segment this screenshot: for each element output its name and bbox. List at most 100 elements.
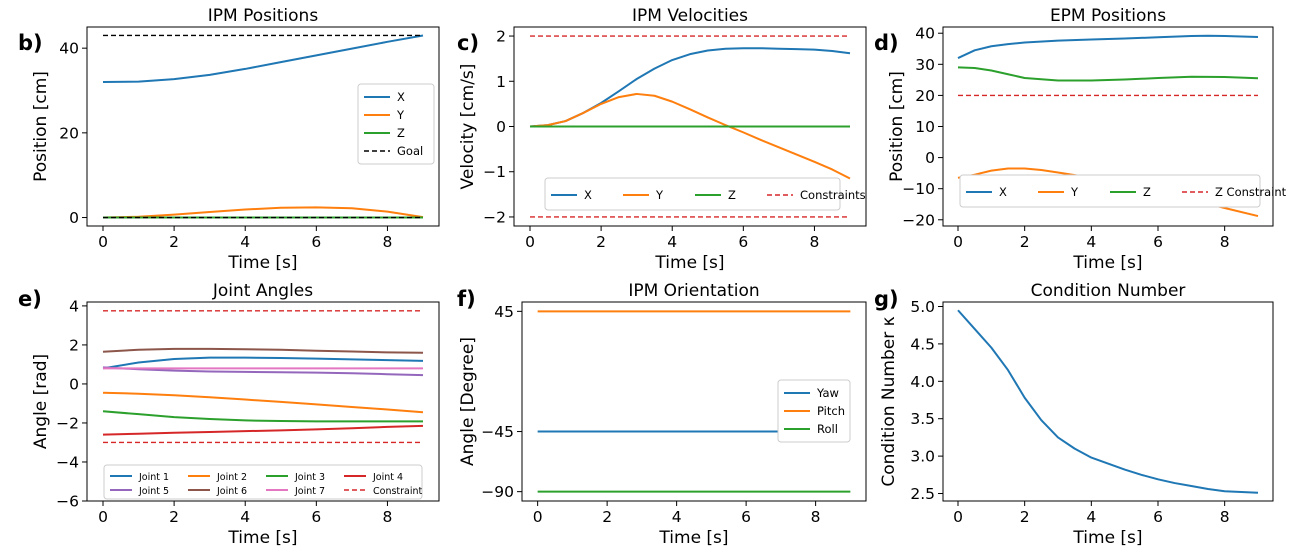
y-tick-label: −45 [481,423,514,441]
x-tick-label: 2 [169,508,179,526]
series-group [102,34,424,219]
y-tick-label: 2 [69,336,79,354]
x-axis-label: Time [s] [227,253,297,273]
x-tick-label: 2 [1020,508,1030,526]
y-tick-label: 4 [69,297,79,315]
y-axis-label: Condition Number κ [879,316,899,486]
chart-title: IPM Orientation [628,281,759,301]
series-line-joint-4 [102,424,424,436]
legend-entry-label: Joint 1 [138,472,169,483]
y-tick-label: 0 [69,375,79,393]
plot-frame [942,301,1274,502]
legend-entry-label: X [397,90,405,104]
y-tick-label: 2 [496,28,506,46]
legend-entry-label: Z Constraint [1215,185,1287,199]
series-line-y [529,92,851,180]
legend: XYZ Goal [357,83,435,165]
legend-entry-label: Y [1070,185,1079,199]
series-line-x [102,34,424,84]
x-tick-label: 8 [383,233,393,251]
x-axis-label: Time [s] [654,253,724,273]
y-tick-label: 20 [59,124,79,142]
chart-g: 0 2 4 6 8 2.5 3.0 3.5 4.0 4.5 5.0 Condition Number g… [874,281,1274,548]
x-tick-label: 4 [667,233,677,251]
series-line-x [957,34,1259,59]
x-tick-label: 8 [811,508,821,526]
x-tick-label: 2 [1020,233,1030,251]
legend-entry-label: X [584,188,592,202]
chart-title: Condition Number [1031,281,1186,301]
series-group [957,309,1259,494]
x-axis-label: Time [s] [1072,253,1142,273]
legend-entry-label: Constraint [373,486,423,497]
chart-title: IPM Positions [208,6,319,26]
legend-box [103,464,423,500]
x-tick-label: 0 [98,233,108,251]
chart-f: 0 2 4 6 8 −90 −45 45 IPM Orientation f) Time [s] An… [457,281,867,548]
y-tick-label: 0 [69,209,79,227]
x-tick-label: 6 [311,508,321,526]
legend-box [544,177,841,211]
legend-entry-label: Y [655,188,664,202]
y-tick-label: 2.5 [910,485,935,503]
legend-box [357,83,435,165]
y-tick-label: −2 [483,208,506,226]
legend-entry-label: Pitch [817,404,845,418]
y-tick-label: −4 [56,453,79,471]
x-tick-label: 4 [240,508,250,526]
x-tick-label: 4 [1086,233,1096,251]
panel-label: b) [18,31,43,55]
y-tick-label: 30 [915,56,935,74]
legend-entry-label: Z [728,188,736,202]
x-tick-label: 0 [98,508,108,526]
y-axis-label: Angle [Degree] [458,337,478,466]
x-tick-label: 0 [953,233,963,251]
series-group [102,310,424,444]
legend-entry-label: Joint 4 [372,472,403,483]
legend-entry-label: Z [397,126,405,140]
legend-entry-label: Joint 3 [294,472,325,483]
y-tick-label: −6 [56,493,79,511]
x-tick-label: 2 [602,508,612,526]
panel-label: c) [457,31,479,55]
x-tick-label: 0 [953,508,963,526]
plot-frame [86,26,440,227]
legend-entry-label: Joint 2 [216,472,247,483]
legend: Joint 1 Joint 2 Joint 3 Joint 4 Joint 5 Joint… [103,464,423,500]
series-line-y [102,206,424,219]
x-tick-label: 8 [810,233,820,251]
panel-label: e) [18,287,42,311]
chart-b: 0 2 4 6 8 0 20 40 IPM Positions b) Time [s] Positio… [18,6,440,273]
x-tick-label: 8 [1220,233,1230,251]
x-tick-label: 8 [383,508,393,526]
legend-entry-label: Y [396,108,405,122]
legend-entry-label: Joint 7 [294,486,325,497]
y-tick-label: 3.0 [910,448,935,466]
series-line-joint-1 [102,356,424,370]
series-line-joint-2 [102,391,424,414]
legend-entry-label: Goal [397,144,423,158]
chart-d: 0 2 4 6 8 −20 −10 0 10 20 30 40 EPM Positions d) Time … [874,6,1287,273]
y-tick-label: 4.5 [910,335,935,353]
chart-title: IPM Velocities [632,6,748,26]
x-tick-label: 6 [738,233,748,251]
x-tick-label: 6 [1153,508,1163,526]
x-axis-label: Time [s] [227,528,297,548]
chart-c: 0 2 4 6 8 −2 −1 0 1 2 IPM Velocities c) Time [s] Velo… [457,6,867,273]
plot-frame [521,301,867,502]
x-tick-label: 8 [1220,508,1230,526]
y-tick-label: −2 [56,414,79,432]
legend: X Y Z Z Constraint [959,174,1287,208]
panel-label: f) [457,287,476,311]
x-tick-label: 6 [311,233,321,251]
x-tick-label: 2 [169,233,179,251]
x-tick-label: 6 [1153,233,1163,251]
y-tick-label: 40 [915,25,935,43]
panel-label: d) [874,31,899,55]
legend-entry-label: X [999,185,1007,199]
y-tick-label: −20 [902,211,935,229]
y-axis-label: Angle [rad] [31,354,51,449]
x-tick-label: 0 [533,508,543,526]
legend-entry-label: Constraints [800,188,866,202]
panel-label: g) [874,287,899,311]
